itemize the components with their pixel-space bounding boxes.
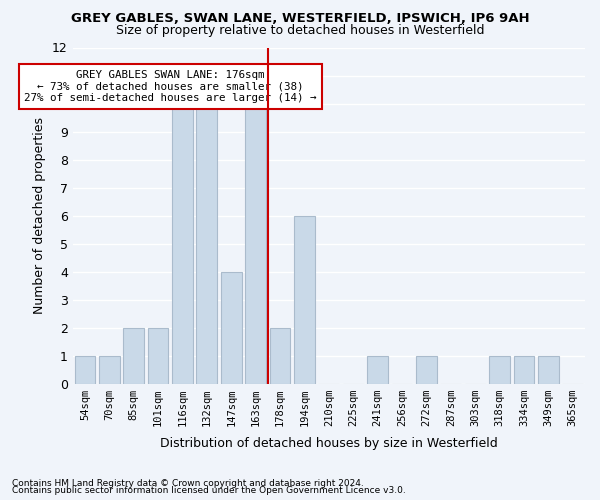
Bar — [148, 328, 169, 384]
Text: Contains HM Land Registry data © Crown copyright and database right 2024.: Contains HM Land Registry data © Crown c… — [12, 478, 364, 488]
Bar — [416, 356, 437, 384]
Y-axis label: Number of detached properties: Number of detached properties — [34, 117, 46, 314]
Bar — [294, 216, 315, 384]
Bar — [367, 356, 388, 384]
Text: Contains public sector information licensed under the Open Government Licence v3: Contains public sector information licen… — [12, 486, 406, 495]
Text: GREY GABLES SWAN LANE: 176sqm
← 73% of detached houses are smaller (38)
27% of s: GREY GABLES SWAN LANE: 176sqm ← 73% of d… — [24, 70, 317, 103]
Bar — [124, 328, 144, 384]
Bar — [172, 104, 193, 384]
Bar — [221, 272, 242, 384]
Bar — [489, 356, 510, 384]
Bar — [514, 356, 535, 384]
Text: GREY GABLES, SWAN LANE, WESTERFIELD, IPSWICH, IP6 9AH: GREY GABLES, SWAN LANE, WESTERFIELD, IPS… — [71, 12, 529, 26]
Bar — [196, 104, 217, 384]
Bar — [269, 328, 290, 384]
Text: Size of property relative to detached houses in Westerfield: Size of property relative to detached ho… — [116, 24, 484, 37]
Bar — [99, 356, 119, 384]
X-axis label: Distribution of detached houses by size in Westerfield: Distribution of detached houses by size … — [160, 437, 498, 450]
Bar — [538, 356, 559, 384]
Bar — [245, 104, 266, 384]
Bar — [74, 356, 95, 384]
